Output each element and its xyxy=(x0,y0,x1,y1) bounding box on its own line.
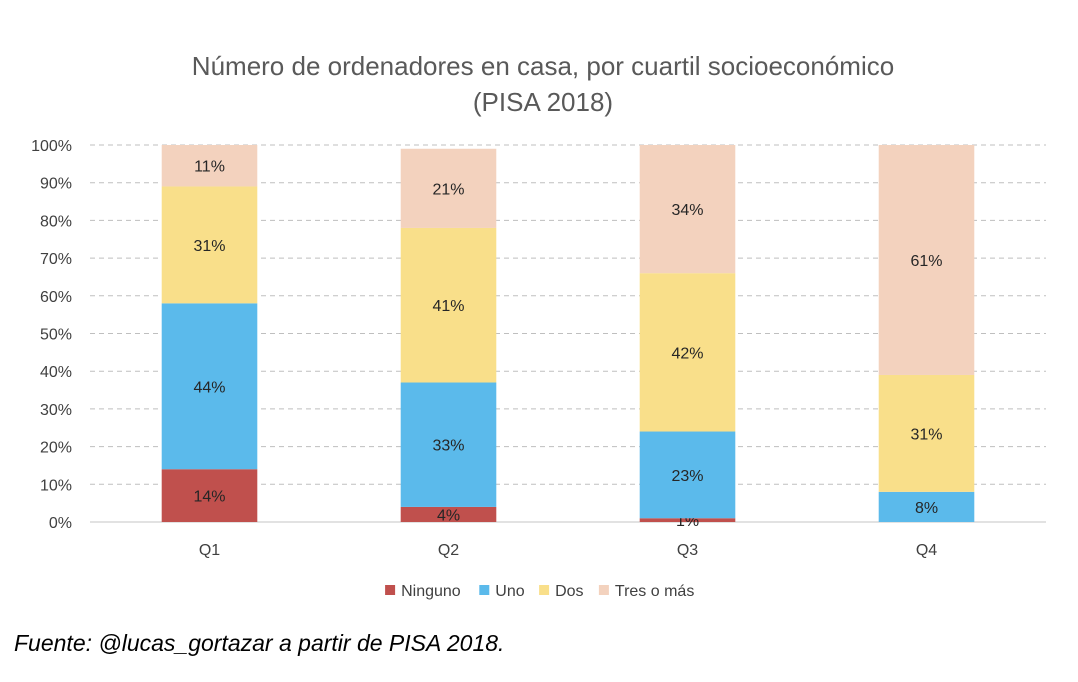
bar-segment xyxy=(639,273,736,432)
chart-subtitle: (PISA 2018) xyxy=(473,87,613,117)
data-label: 14% xyxy=(193,489,225,506)
y-tick-label: 100% xyxy=(31,138,72,155)
data-label: 44% xyxy=(193,379,225,396)
bar-segment xyxy=(161,303,258,470)
legend-swatch xyxy=(385,585,396,595)
bar-segment xyxy=(878,491,975,522)
legend: Ninguno Uno Dos Tres o más xyxy=(385,583,694,600)
data-label: 31% xyxy=(193,238,225,255)
data-label: 21% xyxy=(432,181,464,198)
source-note: Fuente: @lucas_gortazar a partir de PISA… xyxy=(14,630,505,656)
data-label: 31% xyxy=(910,426,942,443)
data-label: 11% xyxy=(194,159,225,176)
y-tick-label: 50% xyxy=(40,327,72,344)
legend-label: Dos xyxy=(555,583,583,600)
data-label: 41% xyxy=(432,298,464,315)
legend-label: Tres o más xyxy=(615,583,694,600)
x-tick-label: Q1 xyxy=(199,542,220,559)
y-tick-label: 60% xyxy=(40,289,72,306)
bar-segment xyxy=(161,469,258,522)
x-tick-label: Q4 xyxy=(916,542,937,559)
data-label: 23% xyxy=(671,468,703,485)
bar-segment xyxy=(400,148,497,228)
y-tick-label: 0% xyxy=(49,515,72,532)
y-tick-label: 20% xyxy=(40,440,72,457)
bar-segment xyxy=(878,374,975,492)
bar-segment xyxy=(400,506,497,522)
bars: 14%44%31%11%4%33%41%21%1%23%42%34%8%31%6… xyxy=(161,145,975,530)
x-axis: Q1 Q2 Q3 Q4 xyxy=(199,542,937,559)
data-label: 34% xyxy=(671,202,703,219)
y-tick-label: 90% xyxy=(40,176,72,193)
bar-segment xyxy=(878,145,975,375)
data-label: 61% xyxy=(910,253,942,270)
y-tick-label: 40% xyxy=(40,364,72,381)
legend-label: Ninguno xyxy=(401,583,461,600)
data-label: 4% xyxy=(437,507,460,524)
y-tick-label: 80% xyxy=(40,213,72,230)
bar-segment xyxy=(639,431,736,519)
legend-swatch xyxy=(479,585,490,595)
bar-segment xyxy=(400,227,497,383)
x-tick-label: Q2 xyxy=(438,542,459,559)
legend-swatch xyxy=(598,585,609,595)
data-label: 8% xyxy=(915,500,938,517)
y-tick-label: 30% xyxy=(40,402,72,419)
data-label: 42% xyxy=(671,345,703,362)
y-tick-label: 10% xyxy=(40,477,72,494)
bar-segment xyxy=(161,145,258,187)
data-label: 33% xyxy=(432,438,464,455)
legend-label: Uno xyxy=(495,583,524,600)
legend-swatch xyxy=(539,585,550,595)
bar-segment xyxy=(400,382,497,507)
x-tick-label: Q3 xyxy=(677,542,698,559)
bar-segment xyxy=(639,145,736,274)
y-tick-label: 70% xyxy=(40,251,72,268)
bar-segment xyxy=(639,518,736,522)
bar-segment xyxy=(161,186,258,304)
chart-title: Número de ordenadores en casa, por cuart… xyxy=(192,51,894,81)
y-axis: 0% 10% 20% 30% 40% 50% 60% 70% 80% 90% 100% xyxy=(31,138,72,532)
